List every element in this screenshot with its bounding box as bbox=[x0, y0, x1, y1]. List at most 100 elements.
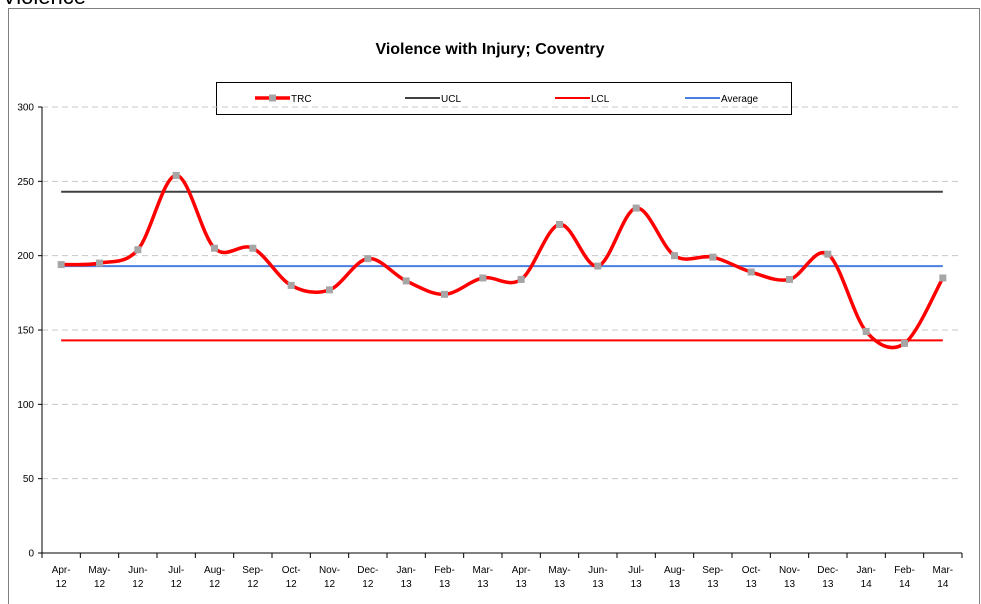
x-tick-label-line: 13 bbox=[401, 579, 413, 590]
x-tick-label-line: Nov- bbox=[319, 565, 340, 576]
marker bbox=[211, 244, 218, 252]
x-tick-label-line: 12 bbox=[362, 579, 374, 590]
x-tick-label-line: Dec- bbox=[817, 565, 838, 576]
x-tick-label-line: 13 bbox=[592, 579, 604, 590]
x-tick-label-line: 14 bbox=[937, 579, 949, 590]
chart-title: Violence with Injury; Coventry bbox=[375, 41, 604, 58]
marker bbox=[249, 244, 257, 252]
x-tick-label-line: May- bbox=[548, 565, 570, 576]
x-tick-label: Feb- 13 bbox=[434, 565, 455, 590]
x-tick-label-line: 13 bbox=[477, 579, 489, 590]
x-tick-label: Jul- 13 bbox=[628, 565, 644, 590]
x-tick-label-line: Mar- bbox=[473, 565, 494, 576]
x-tick-label: Oct- 13 bbox=[742, 565, 761, 590]
page-title: Violence bbox=[2, 0, 86, 9]
marker bbox=[479, 274, 487, 282]
x-tick-label-line: Apr- bbox=[512, 565, 531, 576]
x-tick-label-line: 13 bbox=[784, 579, 796, 590]
marker bbox=[632, 204, 640, 212]
marker bbox=[287, 281, 295, 289]
x-tick-label-line: 14 bbox=[899, 579, 911, 590]
y-tick-label: 200 bbox=[17, 251, 34, 262]
x-tick-label: Jun- 12 bbox=[128, 565, 147, 590]
x-tick-label-line: Oct- bbox=[742, 565, 761, 576]
x-tick-label: Jul- 12 bbox=[168, 565, 184, 590]
x-tick-label-line: 12 bbox=[209, 579, 221, 590]
legend-label: UCL bbox=[441, 94, 461, 105]
x-tick-label-line: Jul- bbox=[168, 565, 184, 576]
marker bbox=[134, 246, 142, 254]
x-tick-label: Dec- 13 bbox=[817, 565, 838, 590]
x-tick-label-line: Jun- bbox=[128, 565, 147, 576]
x-tick-label-line: 13 bbox=[554, 579, 566, 590]
x-tick-label-line: 12 bbox=[324, 579, 336, 590]
x-tick-label: Aug- 13 bbox=[664, 565, 685, 590]
x-tick-label-line: Jul- bbox=[628, 565, 644, 576]
marker bbox=[364, 255, 372, 263]
x-tick-label: Sep- 12 bbox=[242, 565, 263, 590]
marker bbox=[172, 171, 180, 179]
legend-label: LCL bbox=[591, 94, 610, 105]
x-tick-label: Mar- 14 bbox=[933, 565, 954, 590]
x-tick-label: Nov- 12 bbox=[319, 565, 340, 590]
x-tick-label-line: Sep- bbox=[242, 565, 263, 576]
marker bbox=[939, 274, 947, 282]
x-tick-label: Aug- 12 bbox=[204, 565, 225, 590]
x-tick-label-line: 13 bbox=[707, 579, 719, 590]
x-tick-label-line: Jan- bbox=[856, 565, 875, 576]
x-tick-label-line: 12 bbox=[56, 579, 68, 590]
x-tick-label-line: Aug- bbox=[664, 565, 685, 576]
x-tick-label-line: 13 bbox=[746, 579, 758, 590]
x-tick-label-line: 13 bbox=[516, 579, 528, 590]
marker bbox=[57, 261, 65, 269]
marker bbox=[594, 262, 602, 270]
x-tick-label-line: Mar- bbox=[933, 565, 954, 576]
x-tick-label-line: Sep- bbox=[702, 565, 723, 576]
x-tick-label: Apr- 13 bbox=[512, 565, 531, 590]
x-tick-label: May- 12 bbox=[88, 565, 110, 590]
x-tick-label: May- 13 bbox=[548, 565, 570, 590]
x-tick-label-line: Jun- bbox=[588, 565, 607, 576]
x-tick-label-line: Oct- bbox=[282, 565, 301, 576]
marker bbox=[402, 277, 410, 285]
legend-label: TRC bbox=[291, 94, 312, 105]
x-tick-label-line: 13 bbox=[439, 579, 451, 590]
marker bbox=[326, 286, 333, 294]
x-tick-label-line: 13 bbox=[631, 579, 643, 590]
x-tick-label-line: 12 bbox=[132, 579, 144, 590]
marker bbox=[709, 253, 717, 261]
x-tick-label: Nov- 13 bbox=[779, 565, 800, 590]
legend-label: Average bbox=[721, 94, 759, 105]
y-tick-label: 50 bbox=[23, 474, 35, 485]
marker bbox=[517, 275, 525, 283]
y-tick-label: 250 bbox=[17, 177, 34, 188]
x-tick-label: Feb- 14 bbox=[894, 565, 915, 590]
x-tick-label-line: 13 bbox=[669, 579, 681, 590]
x-tick-label-line: 12 bbox=[171, 579, 183, 590]
marker bbox=[441, 290, 448, 298]
x-tick-label-line: Jan- bbox=[396, 565, 415, 576]
series-line bbox=[61, 173, 945, 350]
x-tick-label: Jan- 14 bbox=[856, 565, 875, 590]
x-tick-label: Sep- 13 bbox=[702, 565, 723, 590]
y-tick-label: 0 bbox=[28, 549, 34, 560]
y-tick-label: 100 bbox=[17, 400, 34, 411]
x-tick-label-line: May- bbox=[88, 565, 110, 576]
legend-marker bbox=[269, 94, 276, 102]
x-tick-label: Oct- 12 bbox=[282, 565, 301, 590]
marker bbox=[786, 275, 793, 283]
marker bbox=[671, 252, 678, 260]
x-tick-label-line: 13 bbox=[822, 579, 834, 590]
marker bbox=[747, 268, 755, 276]
x-tick-label-line: Dec- bbox=[357, 565, 378, 576]
marker bbox=[96, 259, 103, 267]
x-tick-label: Dec- 12 bbox=[357, 565, 378, 590]
x-tick-label-line: Aug- bbox=[204, 565, 225, 576]
x-tick-label: Jan- 13 bbox=[396, 565, 415, 590]
x-tick-label-line: 14 bbox=[861, 579, 873, 590]
marker bbox=[901, 339, 908, 347]
y-tick-label: 150 bbox=[17, 326, 34, 337]
x-tick-label-line: Feb- bbox=[894, 565, 915, 576]
x-tick-label-line: 12 bbox=[286, 579, 298, 590]
